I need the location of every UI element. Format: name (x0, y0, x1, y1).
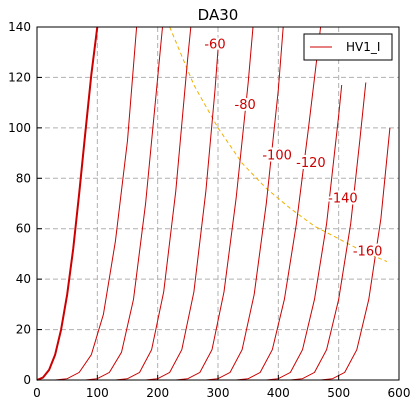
x-tick-label: 400 (267, 386, 290, 400)
chart-title: DA30 (198, 6, 239, 24)
x-tick-label: 200 (146, 386, 169, 400)
y-tick-label: 0 (23, 373, 31, 387)
series-layer (36, 26, 391, 381)
series-line (266, 84, 343, 381)
series-line (320, 127, 391, 381)
legend-entry: HV1_I (346, 40, 380, 54)
y-tick-label: 120 (8, 70, 31, 84)
x-tick-label: 300 (207, 386, 230, 400)
curve-label: -120 (296, 156, 326, 171)
curve-label: -140 (328, 191, 358, 206)
y-tick-label: 100 (8, 121, 31, 135)
y-tick-label: 40 (16, 272, 31, 286)
curve-label: -60 (204, 38, 225, 53)
limit-line (169, 26, 388, 262)
series-line (115, 26, 192, 381)
limit-line-layer (169, 26, 388, 262)
axes: 0 100 200 300 400 500 600 0 20 40 60 80 100 120 140 (8, 20, 410, 400)
y-tick-label: 60 (16, 222, 31, 236)
series-line (236, 26, 322, 381)
x-tick-label: 0 (33, 386, 41, 400)
curve-label: -80 (235, 98, 256, 113)
series-line (85, 26, 163, 381)
series-line-hv1-i (36, 26, 99, 381)
series-line (55, 26, 138, 381)
series-line (290, 82, 367, 381)
curve-labels: -60 -80 -100 -120 -140 -160 (202, 36, 384, 262)
series-line (175, 26, 254, 381)
curve-label: -160 (353, 244, 383, 259)
x-tick-label: 100 (86, 386, 109, 400)
y-tick-label: 80 (16, 171, 31, 185)
legend: HV1_I (303, 33, 393, 61)
y-tick-label: 20 (16, 323, 31, 337)
x-tick-label: 500 (327, 386, 350, 400)
y-tick-label: 140 (8, 20, 31, 34)
series-line (205, 26, 284, 381)
series-line (145, 49, 219, 381)
curve-label: -100 (262, 149, 292, 164)
x-tick-label: 600 (388, 386, 411, 400)
